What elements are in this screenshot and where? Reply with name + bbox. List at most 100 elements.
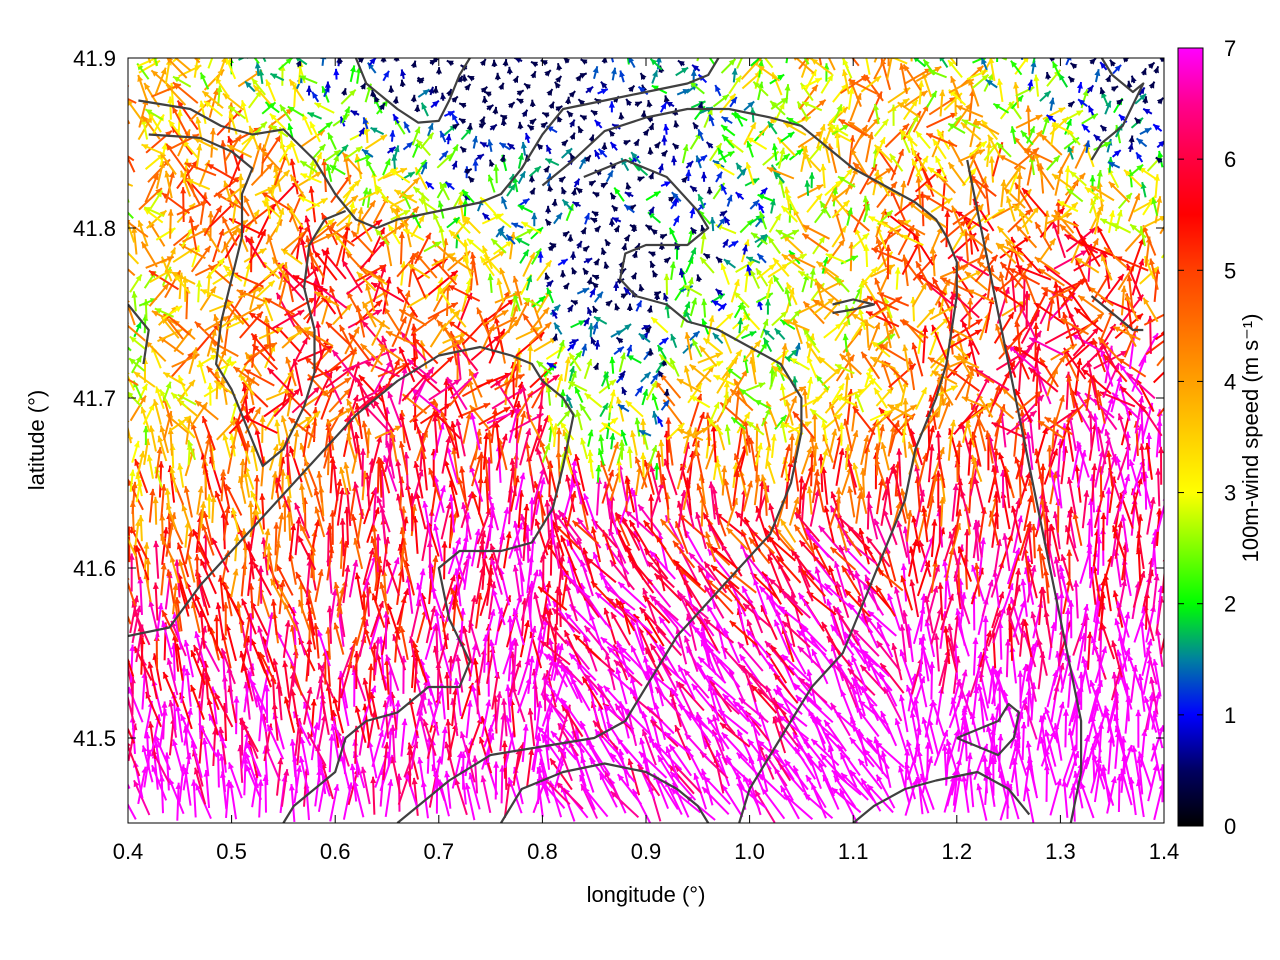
wind-vector [161, 620, 174, 658]
wind-vector [432, 756, 442, 795]
wind-vector-head [702, 787, 709, 794]
wind-vector [190, 740, 203, 778]
wind-vector [917, 669, 928, 708]
wind-vector [805, 774, 827, 809]
wind-vector [716, 621, 727, 660]
wind-vector [1019, 663, 1028, 702]
wind-vector-head [447, 656, 454, 663]
wind-vector [1027, 688, 1030, 727]
wind-vector-head [129, 644, 136, 652]
wind-vector [578, 774, 596, 811]
wind-vector-head [162, 610, 168, 618]
wind-vector [162, 671, 180, 708]
wind-vector [962, 775, 970, 813]
wind-vector [642, 595, 671, 624]
wind-vector-head [296, 572, 302, 579]
wind-vector-head [742, 586, 748, 594]
wind-vector [930, 661, 934, 700]
wind-vector-head [1149, 677, 1156, 684]
wind-vector-head [306, 637, 313, 645]
wind-vector [1089, 679, 1104, 717]
wind-vector [647, 664, 666, 700]
wind-vector-head [864, 574, 871, 582]
wind-vector [368, 612, 382, 650]
wind-vector-head [833, 606, 840, 614]
wind-vector-head [233, 696, 240, 703]
wind-vector-head [691, 683, 699, 691]
wind-vector [638, 606, 667, 636]
wind-vector-head [465, 552, 472, 559]
wind-vector [998, 771, 1010, 809]
wind-vector-head [453, 568, 460, 576]
wind-vector [1022, 763, 1030, 802]
wind-vector [385, 654, 400, 692]
wind-vector-head [369, 692, 376, 699]
wind-vector-head [998, 591, 1005, 599]
wind-vector [539, 758, 549, 797]
wind-vector-head [522, 724, 529, 731]
wind-vector-head [811, 739, 818, 746]
wind-vector-head [383, 742, 390, 749]
wind-vector-head [729, 620, 737, 628]
wind-vector-head [956, 774, 963, 782]
wind-vector-head [390, 724, 397, 732]
wind-vector-head [971, 565, 977, 572]
wind-vector [340, 643, 356, 681]
wind-vector [128, 614, 132, 625]
wind-vector-head [412, 641, 419, 649]
wind-vector-head [344, 565, 351, 572]
wind-vector [722, 693, 750, 723]
wind-vector-head [757, 740, 765, 747]
wind-vector-head [961, 775, 968, 782]
wind-vector-head [557, 643, 564, 651]
wind-vector-head [532, 569, 539, 577]
wind-vector [467, 716, 483, 754]
wind-vector [644, 647, 665, 682]
wind-vector-head [213, 614, 220, 622]
wind-vector [369, 600, 384, 638]
wind-vector-head [317, 630, 323, 637]
wind-vector [128, 694, 135, 724]
wind-vector-head [924, 619, 931, 627]
wind-vector-head [679, 594, 686, 601]
wind-vector-head [493, 761, 500, 768]
wind-vector-head [1019, 600, 1026, 608]
wind-vector [354, 725, 358, 764]
wind-vector [477, 648, 486, 687]
wind-vector [1040, 730, 1056, 767]
wind-vector [830, 609, 845, 646]
wind-vector [953, 774, 962, 813]
wind-vector-head [536, 767, 543, 775]
wind-vector [1067, 669, 1073, 708]
wind-vector-head [387, 779, 394, 786]
wind-vector [199, 610, 206, 649]
wind-vector [1063, 779, 1069, 818]
wind-vector-head [180, 665, 187, 672]
wind-vector [460, 682, 474, 720]
wind-vector [185, 668, 192, 707]
wind-vector-head [631, 645, 637, 653]
wind-vector-head [394, 700, 401, 707]
wind-vector-head [257, 779, 264, 786]
wind-vector [502, 698, 508, 737]
wind-vector-head [899, 649, 906, 657]
wind-vector-head [1058, 701, 1065, 709]
wind-vector-head [1020, 578, 1027, 586]
wind-vector [745, 628, 772, 660]
wind-vector-head [665, 746, 672, 754]
wind-vector-head [620, 647, 627, 654]
wind-vector [919, 593, 925, 632]
wind-vector-head [891, 643, 898, 651]
wind-vector-head [861, 778, 868, 786]
wind-vector [384, 700, 390, 739]
wind-vector-head [235, 601, 242, 609]
wind-vector-head [472, 755, 479, 762]
wind-vector-head [279, 580, 286, 587]
wind-vector-head [455, 654, 462, 662]
wind-vector-head [1152, 659, 1159, 666]
wind-vector-head [1114, 618, 1121, 626]
wind-vector-head [616, 598, 622, 606]
wind-vector-head [183, 640, 190, 647]
wind-vector-head [933, 633, 940, 640]
wind-vector [685, 645, 707, 680]
